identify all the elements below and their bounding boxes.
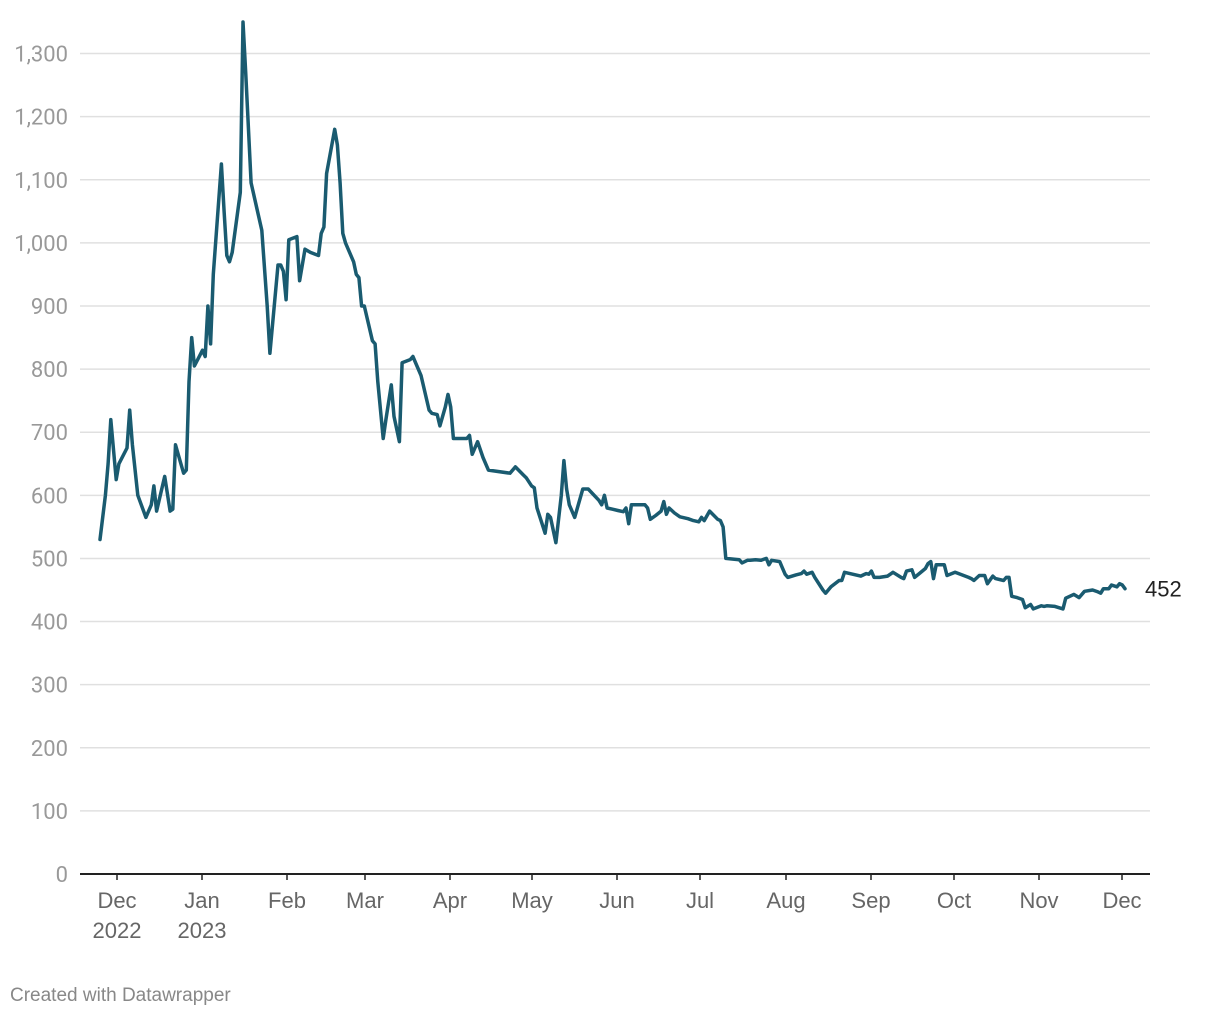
y-tick-label-500: 500 [31,547,68,572]
y-tick-label-0: 0 [56,863,68,888]
y-tick-label-600: 600 [31,484,68,509]
x-tick-label-6: Jun [599,888,634,913]
y-tick-label-900: 900 [31,295,68,320]
footer-credit: Created with Datawrapper [10,985,231,1006]
series-line-0 [98,20,1127,611]
series-lines [98,20,1127,611]
y-axis-ticks: 0 100 200 300 400 500 600 700 800 900 1,000 1,100 1,… [14,43,68,888]
y-tick-label-1200: 1,200 [14,106,68,131]
y-tick-label-800: 800 [31,358,68,383]
y-tick-label-1100: 1,100 [14,169,68,194]
y-tick-label-200: 200 [31,737,68,762]
x-tick-label-8: Aug [766,888,805,913]
y-tick-label-700: 700 [31,421,68,446]
x-tick-label-4: Apr [433,888,467,913]
series-end-labels: 452 [1145,577,1182,602]
x-tick-sublabel-1: 2023 [178,918,227,943]
x-tick-label-12: Dec [1102,888,1141,913]
y-tick-label-300: 300 [31,674,68,699]
x-tick-label-5: May [511,888,553,913]
y-tick-label-400: 400 [31,611,68,636]
x-axis-ticks: Dec 2022 Jan 2023 Feb Mar Apr May Jun Jul Aug Sep Oc… [93,874,1142,943]
series-end-label-0: 452 [1145,577,1182,602]
x-tick-label-1: Jan [184,888,219,913]
y-tick-label-1300: 1,300 [14,43,68,68]
x-tick-label-10: Oct [937,888,971,913]
y-tick-label-100: 100 [31,800,68,825]
x-tick-label-3: Mar [346,888,384,913]
y-tick-label-1000: 1,000 [14,232,68,257]
gridlines [80,52,1150,812]
x-tick-label-9: Sep [851,888,890,913]
x-tick-label-11: Nov [1019,888,1058,913]
x-tick-label-0: Dec [97,888,136,913]
x-tick-sublabel-0: 2022 [93,918,142,943]
x-tick-label-7: Jul [686,888,714,913]
x-tick-label-2: Feb [268,888,306,913]
line-chart: 0 100 200 300 400 500 600 700 800 900 1,000 1,100 1,… [14,20,1182,943]
